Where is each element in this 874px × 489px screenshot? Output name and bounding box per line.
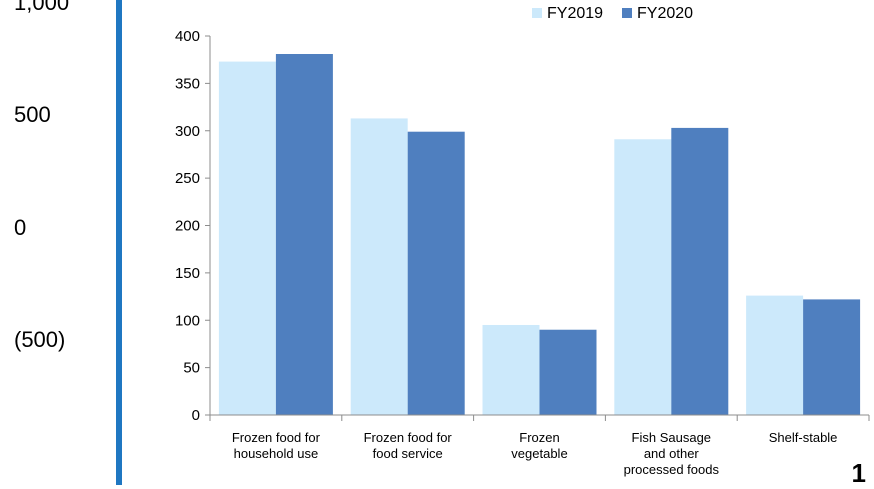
y-tick-label: 400 xyxy=(175,28,200,45)
bar-fy2019 xyxy=(218,61,276,416)
y-tick-label: 150 xyxy=(175,265,200,282)
bar-fy2019 xyxy=(350,118,408,416)
legend-swatch-fy2019 xyxy=(532,8,542,18)
y-tick-label: 100 xyxy=(175,312,200,329)
bar-fy2020 xyxy=(275,54,333,415)
bar-fy2020 xyxy=(671,127,729,415)
x-tick-label: Frozen xyxy=(519,430,559,445)
y-tick-label: 350 xyxy=(175,75,200,92)
legend-label: FY2020 xyxy=(637,5,693,22)
bar-fy2019 xyxy=(614,139,672,415)
page-number: 1 xyxy=(851,458,866,488)
x-tick-label: Frozen food for xyxy=(364,430,453,445)
left-axis-label: 500 xyxy=(14,102,51,127)
bar-fy2020 xyxy=(407,131,465,415)
legend-label: FY2019 xyxy=(547,5,603,22)
legend-swatch-fy2020 xyxy=(622,8,632,18)
x-tick-label: and other xyxy=(644,446,700,461)
x-tick-label: Frozen food for xyxy=(232,430,321,445)
divider-rule xyxy=(116,0,122,485)
x-tick-label: vegetable xyxy=(511,446,567,461)
x-tick-label: Shelf-stable xyxy=(769,430,838,445)
y-tick-label: 0 xyxy=(192,407,200,424)
left-axis-label: 1,000 xyxy=(14,0,70,15)
left-axis-label: 0 xyxy=(14,215,27,240)
bar-fy2020 xyxy=(803,299,861,415)
left-axis-label: (500) xyxy=(14,327,66,352)
x-tick-label: Fish Sausage xyxy=(632,430,712,445)
y-tick-label: 300 xyxy=(175,123,200,140)
y-tick-label: 250 xyxy=(175,170,200,187)
y-tick-label: 50 xyxy=(183,360,200,377)
bar-fy2019 xyxy=(746,295,804,415)
y-tick-label: 200 xyxy=(175,218,200,235)
x-tick-label: household use xyxy=(234,446,319,461)
bar-fy2019 xyxy=(482,324,540,415)
bar-fy2020 xyxy=(539,329,597,415)
x-tick-label: food service xyxy=(373,446,443,461)
x-tick-label: processed foods xyxy=(624,462,720,477)
